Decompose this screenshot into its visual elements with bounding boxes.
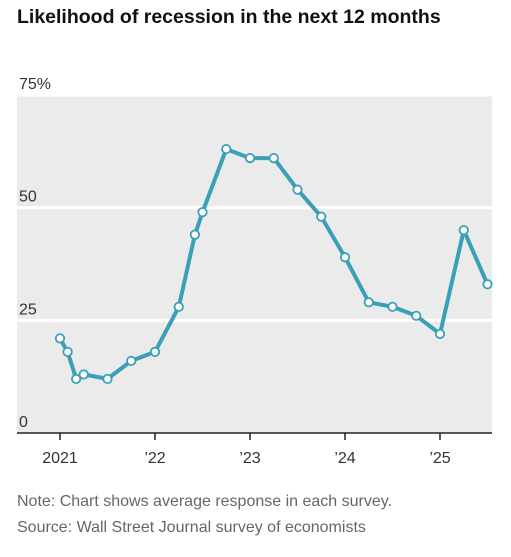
x-tick-label: ’25 [429,450,450,467]
data-point [71,373,82,385]
x-tick-label: ’24 [334,450,355,467]
data-point [62,346,73,357]
data-point [387,301,398,312]
data-point [268,152,279,164]
y-tick-label: 75% [19,76,51,93]
data-point [434,328,446,339]
data-point [316,211,327,222]
x-tick-label: ’22 [144,450,165,467]
data-point [292,184,303,195]
chart-title: Likelihood of recession in the next 12 m… [17,6,441,28]
y-tick-label: 50 [19,189,37,206]
data-point [482,279,493,290]
x-tick-label: 2021 [42,450,78,467]
series-line [58,147,490,381]
data-point [363,297,374,308]
data-point [102,373,113,385]
data-point [78,369,89,380]
data-point [411,310,422,321]
data-point [339,252,351,263]
y-tick-label: 25 [19,301,37,318]
data-point [54,333,66,344]
chart-source: Source: Wall Street Journal survey of ec… [17,519,366,536]
data-point [221,143,232,155]
data-point [126,355,137,366]
chart-note: Note: Chart shows average response in ea… [17,493,393,510]
data-point [458,225,469,236]
data-point [149,346,161,357]
data-point [197,207,208,218]
data-point [173,301,184,312]
line-chart: 75% 50 25 0 2021 ’22 ’23 ’24 ’25 [17,76,493,467]
plot-background [17,95,492,433]
y-tick-label: 0 [19,414,28,431]
x-tick-label: ’23 [239,450,260,467]
data-point [189,229,200,240]
data-point [244,152,256,164]
